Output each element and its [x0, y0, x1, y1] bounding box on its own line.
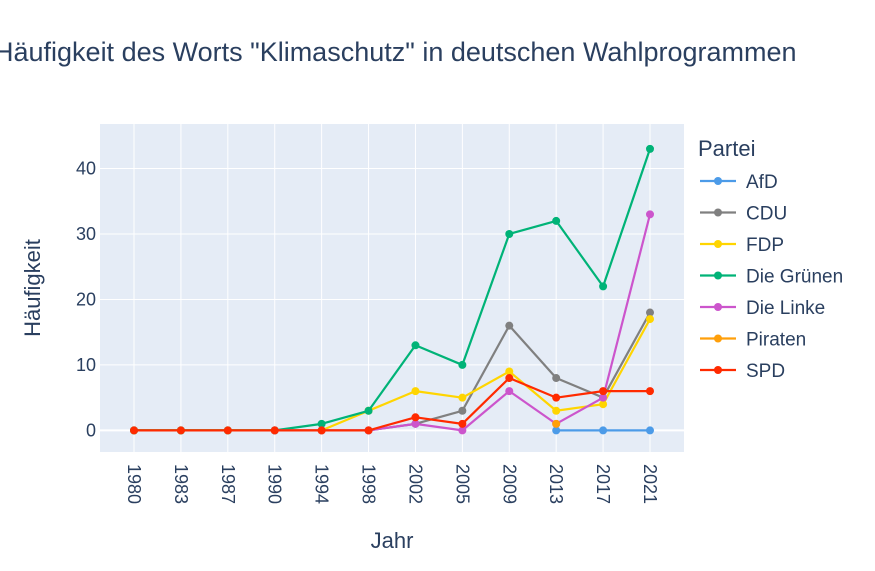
- data-point[interactable]: [317, 419, 326, 428]
- data-point[interactable]: [599, 393, 608, 402]
- series-line: [134, 376, 650, 432]
- x-axis-title: Jahr: [371, 528, 414, 553]
- data-point[interactable]: [505, 321, 514, 330]
- data-point[interactable]: [458, 393, 467, 402]
- legend-swatch-marker: [714, 271, 722, 280]
- data-point[interactable]: [130, 426, 138, 435]
- x-axis: 1980 1983 1987 1990 1994 1998 2002 2005 2009 2013…: [124, 464, 660, 504]
- data-point[interactable]: [646, 144, 654, 153]
- data-point[interactable]: [552, 393, 561, 402]
- legend-swatch-marker: [714, 177, 722, 185]
- data-point[interactable]: [317, 426, 326, 435]
- x-tick-label: 2002: [405, 464, 425, 504]
- legend-item[interactable]: AfD: [700, 172, 778, 193]
- series-group: [130, 144, 654, 435]
- y-tick-label: 30: [76, 224, 96, 244]
- legend-item[interactable]: Die Linke: [700, 298, 825, 319]
- x-tick-label: 1990: [265, 464, 285, 504]
- legend-item[interactable]: Piraten: [700, 330, 806, 351]
- data-point[interactable]: [458, 419, 467, 428]
- data-point[interactable]: [505, 374, 514, 383]
- y-axis-title: Häufigkeit: [20, 239, 45, 337]
- legend-swatch-marker: [714, 240, 722, 248]
- data-point[interactable]: [505, 367, 514, 376]
- data-point[interactable]: [552, 426, 561, 435]
- data-point[interactable]: [411, 419, 420, 428]
- data-point[interactable]: [176, 426, 185, 435]
- data-point[interactable]: [458, 426, 467, 435]
- legend-item[interactable]: Die Grünen: [700, 267, 843, 288]
- legend-swatch-marker: [714, 366, 722, 374]
- data-point[interactable]: [646, 387, 654, 396]
- legend-label: SPD: [746, 361, 785, 382]
- data-point[interactable]: [599, 387, 608, 396]
- legend-swatch-marker: [714, 334, 722, 343]
- y-tick-label: 10: [76, 355, 96, 375]
- y-tick-label: 20: [76, 289, 96, 309]
- x-tick-label: 2017: [593, 464, 613, 504]
- x-tick-label: 1998: [359, 464, 379, 504]
- data-point[interactable]: [505, 229, 514, 238]
- data-point[interactable]: [411, 413, 420, 422]
- data-point[interactable]: [646, 308, 654, 317]
- data-point[interactable]: [411, 341, 420, 350]
- series-piraten: [552, 419, 561, 428]
- x-tick-label: 2005: [452, 464, 472, 504]
- y-tick-label: 40: [76, 159, 96, 179]
- legend-label: FDP: [746, 235, 784, 256]
- data-point[interactable]: [552, 406, 561, 415]
- legend-item[interactable]: FDP: [700, 235, 784, 256]
- plot-area: [100, 124, 684, 452]
- data-point[interactable]: [599, 426, 608, 435]
- data-point[interactable]: [364, 426, 373, 435]
- data-point[interactable]: [552, 374, 561, 383]
- legend-label: Die Linke: [746, 298, 825, 319]
- data-point[interactable]: [646, 210, 654, 219]
- legend-label: AfD: [746, 172, 778, 193]
- legend-swatch-marker: [714, 303, 722, 311]
- legend-swatch-marker: [714, 208, 722, 217]
- y-tick-label: 0: [86, 420, 96, 440]
- x-tick-label: 1987: [218, 464, 238, 504]
- legend-item[interactable]: SPD: [700, 361, 785, 382]
- series-spd: [130, 374, 654, 435]
- x-tick-label: 2009: [499, 464, 519, 504]
- data-point[interactable]: [223, 426, 232, 435]
- x-tick-label: 2021: [640, 464, 660, 504]
- legend[interactable]: Partei AfD CDU FDP Die Grünen Die Linke Pirat…: [698, 136, 843, 382]
- data-point[interactable]: [552, 419, 561, 428]
- x-tick-label: 2013: [546, 464, 566, 504]
- data-point[interactable]: [552, 216, 561, 225]
- x-tick-label: 1994: [312, 464, 332, 504]
- legend-title: Partei: [698, 136, 755, 161]
- data-point[interactable]: [505, 387, 514, 396]
- data-point[interactable]: [364, 406, 373, 415]
- data-point[interactable]: [646, 426, 654, 435]
- legend-item[interactable]: CDU: [700, 204, 787, 225]
- data-point[interactable]: [599, 282, 608, 291]
- data-point[interactable]: [458, 360, 467, 369]
- y-axis: 0 10 20 30 40: [76, 159, 96, 441]
- data-point[interactable]: [270, 426, 279, 435]
- x-tick-label: 1980: [124, 464, 144, 504]
- data-point[interactable]: [646, 315, 654, 324]
- data-point[interactable]: [411, 387, 420, 396]
- data-point[interactable]: [458, 406, 467, 415]
- data-point[interactable]: [599, 400, 608, 409]
- legend-label: Piraten: [746, 330, 806, 351]
- legend-label: CDU: [746, 204, 787, 225]
- legend-label: Die Grünen: [746, 267, 843, 288]
- series-afd: [552, 426, 654, 435]
- x-tick-label: 1983: [171, 464, 191, 504]
- chart-title: Häufigkeit des Worts "Klimaschutz" in de…: [0, 37, 797, 67]
